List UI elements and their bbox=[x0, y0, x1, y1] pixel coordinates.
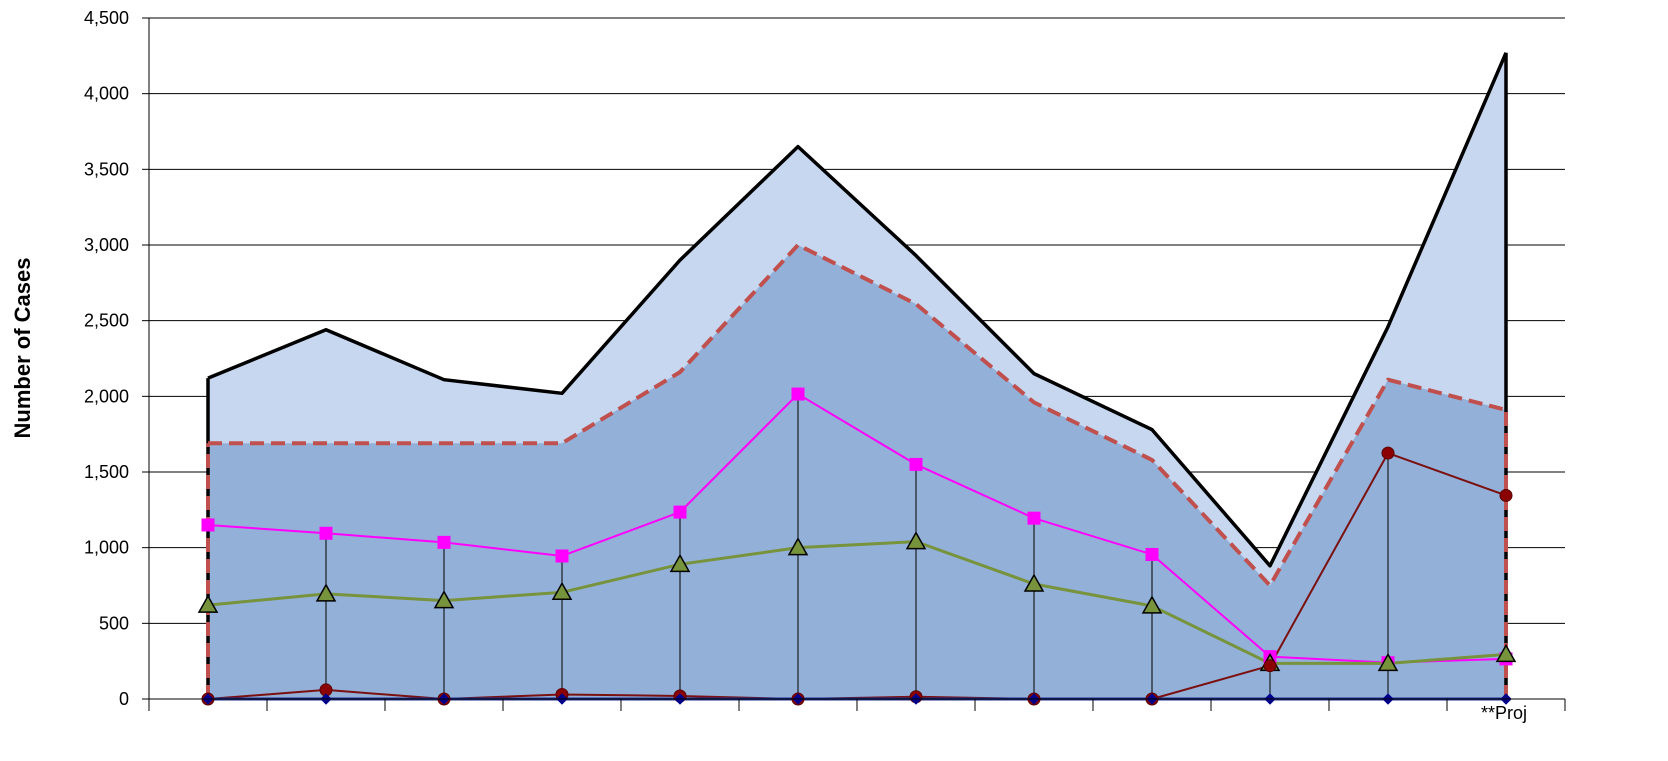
square-marker bbox=[437, 535, 451, 549]
axes: 0 500 1,000 1,500 2,000 2,500 3,000 3,500 4,000 4… bbox=[84, 8, 1566, 723]
series-line-2 bbox=[207, 393, 1507, 664]
triangle-marker bbox=[1141, 595, 1163, 614]
series-line-1 bbox=[208, 243, 1507, 588]
square-marker bbox=[319, 526, 333, 540]
triangle-marker bbox=[315, 583, 337, 602]
y-tick-label: 1,000 bbox=[84, 538, 129, 558]
y-tick-label: 500 bbox=[99, 613, 129, 633]
circle-marker bbox=[1499, 488, 1513, 502]
y-axis-title: Number of Cases bbox=[10, 258, 35, 439]
square-marker bbox=[1145, 547, 1159, 561]
triangle-marker bbox=[1377, 652, 1399, 672]
area-layer bbox=[208, 52, 1506, 700]
triangle-marker bbox=[1023, 573, 1045, 592]
area-fill-1 bbox=[208, 245, 1506, 699]
triangle-marker bbox=[433, 590, 455, 609]
triangle-marker bbox=[551, 581, 573, 601]
square-marker bbox=[909, 457, 923, 471]
x-tick-label: **Proj bbox=[1481, 703, 1527, 723]
y-tick-label: 1,500 bbox=[84, 462, 129, 482]
circle-marker bbox=[1263, 659, 1277, 673]
y-tick-label: 3,500 bbox=[84, 159, 129, 179]
series-line-3 bbox=[207, 540, 1507, 665]
square-marker bbox=[555, 549, 569, 563]
y-tick-label: 0 bbox=[119, 689, 129, 709]
triangle-marker bbox=[787, 537, 809, 556]
square-marker bbox=[791, 387, 805, 401]
series-line-0 bbox=[207, 52, 1508, 568]
y-tick-label: 4,000 bbox=[84, 84, 129, 104]
triangle-marker bbox=[905, 531, 927, 550]
y-tick-label: 3,000 bbox=[84, 235, 129, 255]
series-markers bbox=[197, 387, 1517, 706]
y-tick-label: 2,000 bbox=[84, 386, 129, 406]
triangle-marker bbox=[197, 594, 219, 613]
triangle-marker bbox=[669, 553, 691, 573]
square-marker bbox=[1027, 511, 1041, 525]
square-marker bbox=[201, 518, 215, 532]
triangle-marker bbox=[1495, 643, 1517, 663]
square-marker bbox=[673, 505, 687, 519]
circle-marker bbox=[1381, 446, 1395, 460]
y-tick-label: 2,500 bbox=[84, 311, 129, 331]
y-tick-label: 4,500 bbox=[84, 8, 129, 28]
